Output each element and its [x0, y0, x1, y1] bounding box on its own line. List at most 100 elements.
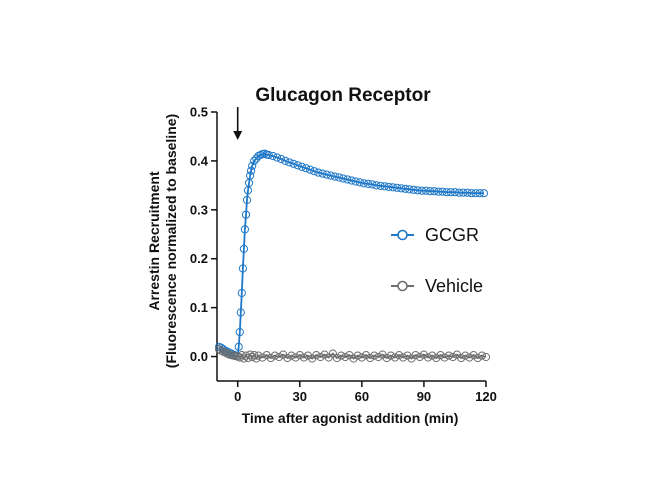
data-point: [264, 150, 273, 160]
data-point: [457, 353, 466, 363]
data-point: [463, 188, 472, 197]
data-point: [386, 351, 395, 360]
data-point: [357, 353, 366, 362]
data-point: [343, 175, 352, 184]
data-point: [316, 352, 325, 362]
data-point: [341, 352, 350, 362]
data-point: [421, 186, 431, 195]
data-point: [303, 351, 313, 360]
data-point: [215, 345, 224, 354]
data-point: [419, 350, 428, 359]
data-point: [328, 349, 337, 358]
data-point: [272, 153, 282, 162]
y-axis-label-line2: (Fluorescence normalized to baseline): [163, 114, 179, 368]
data-point: [359, 179, 368, 188]
data-point: [275, 352, 284, 362]
data-point: [295, 351, 304, 360]
data-point: [465, 353, 474, 362]
data-point: [382, 353, 391, 363]
data-point: [355, 178, 364, 187]
data-point: [318, 169, 327, 178]
data-point: [440, 353, 449, 362]
data-point: [399, 353, 408, 362]
data-point: [246, 350, 255, 359]
data-point: [430, 187, 439, 196]
data-point: [235, 328, 244, 337]
data-point: [281, 156, 290, 165]
data-point: [337, 351, 346, 360]
legend-label: Vehicle: [425, 276, 483, 296]
data-point: [370, 351, 379, 360]
data-point: [372, 181, 381, 190]
data-point: [320, 350, 329, 359]
data-point: [392, 183, 402, 192]
data-point: [353, 351, 362, 360]
data-point: [291, 353, 300, 362]
data-point: [448, 352, 457, 362]
data-point: [361, 351, 371, 360]
legend-item: GCGR: [391, 225, 479, 245]
data-point: [442, 188, 451, 197]
data-point: [438, 187, 447, 196]
x-tick-label: 30: [293, 389, 307, 404]
data-point: [428, 351, 437, 360]
data-point: [347, 176, 356, 185]
data-point: [314, 168, 323, 177]
data-point: [241, 351, 251, 360]
data-point: [310, 167, 319, 176]
data-point: [461, 351, 470, 360]
y-axis: 0.0 0.1 0.2 0.3 0.4 0.5: [190, 105, 218, 381]
data-point: [349, 354, 358, 363]
y-tick-label: 0.0: [190, 349, 208, 364]
y-axis-label-line1: Arrestin Recruitment: [146, 171, 162, 311]
data-point: [248, 352, 257, 362]
legend-marker: [397, 280, 408, 292]
plot-area: [215, 149, 491, 363]
x-tick-label: 120: [475, 389, 497, 404]
data-point: [285, 158, 294, 167]
data-point: [473, 353, 482, 363]
data-point: [241, 210, 251, 219]
legend-item: Vehicle: [391, 276, 483, 296]
y-tick-label: 0.1: [190, 300, 208, 315]
legend: GCGR Vehicle: [391, 225, 483, 296]
x-axis-label: Time after agonist addition (min): [242, 410, 459, 426]
data-point: [475, 189, 484, 198]
data-point: [299, 353, 308, 362]
data-point: [258, 353, 267, 362]
data-point: [405, 185, 414, 194]
agonist-arrow: [233, 107, 243, 140]
data-point: [368, 180, 377, 189]
data-point: [254, 351, 263, 360]
data-point: [289, 159, 298, 168]
x-tick-label: 60: [355, 389, 369, 404]
data-point: [388, 183, 397, 192]
data-point: [268, 151, 277, 161]
data-point: [477, 351, 486, 360]
data-point: [293, 161, 302, 170]
data-point: [401, 184, 410, 193]
data-point: [403, 351, 412, 360]
data-point: [287, 351, 296, 360]
y-tick-label: 0.2: [190, 251, 208, 266]
chart-title: Glucagon Receptor: [255, 85, 431, 106]
data-point: [432, 353, 441, 363]
data-point: [434, 187, 443, 196]
x-tick-label: 90: [417, 389, 431, 404]
data-point: [332, 353, 342, 363]
data-point: [450, 188, 460, 197]
data-point: [384, 182, 393, 191]
data-point: [467, 189, 476, 198]
data-point: [374, 352, 383, 362]
legend-label: GCGR: [425, 225, 479, 245]
data-point: [339, 174, 348, 183]
data-point: [242, 195, 252, 205]
series-vehicle: [215, 345, 491, 363]
series-gcgr: [215, 149, 488, 361]
data-point: [424, 353, 433, 362]
data-point: [395, 351, 404, 360]
y-tick-label: 0.5: [190, 105, 208, 120]
data-point: [326, 171, 335, 180]
data-point: [444, 351, 453, 360]
data-point: [234, 342, 243, 351]
